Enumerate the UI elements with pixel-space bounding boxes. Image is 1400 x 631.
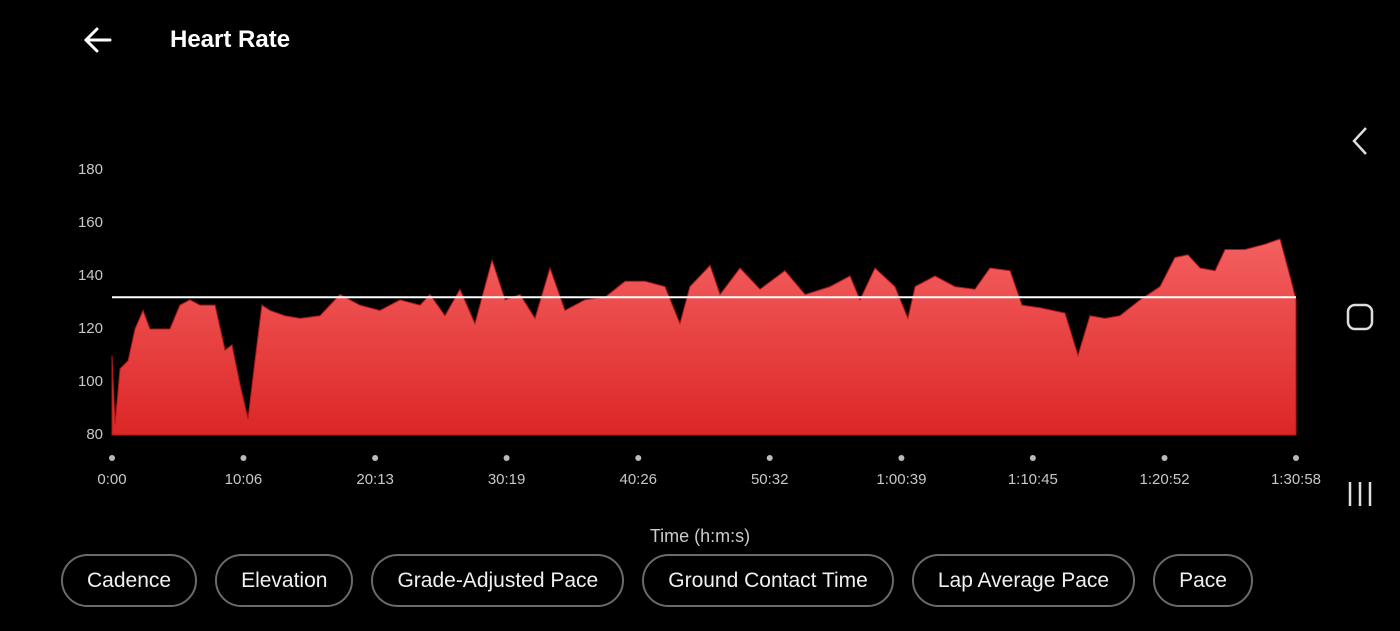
x-tick-dot	[503, 455, 510, 461]
x-tick-label: 50:32	[751, 471, 789, 488]
x-tick-label: 40:26	[619, 471, 657, 488]
x-tick-dot	[635, 455, 642, 461]
x-tick-dot	[1161, 455, 1168, 461]
x-tick-label: 30:19	[488, 471, 526, 488]
nav-home[interactable]	[1346, 303, 1374, 331]
x-tick-dot	[1293, 455, 1299, 461]
x-tick-dot	[372, 455, 379, 461]
heart-rate-area	[111, 238, 1297, 436]
filter-chip[interactable]: Lap Average Pace	[911, 554, 1136, 607]
x-tick-dot	[766, 455, 773, 461]
x-tick-label: 1:10:45	[1008, 471, 1058, 488]
nav-recent[interactable]	[1348, 482, 1372, 506]
x-axis-label: Time (h:m:s)	[650, 526, 750, 546]
x-tick-dot	[109, 455, 115, 461]
x-tick-label: 1:00:39	[876, 471, 926, 488]
x-tick-label: 1:20:52	[1140, 471, 1190, 488]
y-tick-label: 120	[78, 320, 103, 337]
page-title: Heart Rate	[170, 26, 291, 53]
x-tick-dot	[1029, 455, 1036, 461]
back-button[interactable]	[83, 27, 112, 53]
chip-row: Cadence Elevation Grade-Adjusted Pace Groun…	[61, 554, 1253, 607]
filter-chip[interactable]: Elevation	[215, 554, 354, 607]
nav-back[interactable]	[1352, 127, 1367, 155]
x-tick-dot	[240, 455, 247, 461]
filter-chip[interactable]: Pace	[1153, 554, 1253, 607]
filter-chip[interactable]: Ground Contact Time	[642, 554, 894, 607]
filter-chip[interactable]: Cadence	[61, 554, 198, 607]
y-tick-label: 160	[78, 214, 103, 231]
filter-chip[interactable]: Grade-Adjusted Pace	[371, 554, 625, 607]
x-tick-label: 20:13	[356, 471, 394, 488]
y-tick-label: 140	[78, 267, 103, 284]
y-tick-label: 180	[78, 161, 103, 178]
x-tick-dot	[898, 455, 905, 461]
x-tick-label: 10:06	[225, 471, 263, 488]
x-tick-label: 0:00	[97, 471, 126, 488]
y-tick-label: 80	[86, 426, 103, 443]
x-tick-label: 1:30:58	[1271, 471, 1321, 488]
y-tick-label: 100	[78, 373, 103, 390]
